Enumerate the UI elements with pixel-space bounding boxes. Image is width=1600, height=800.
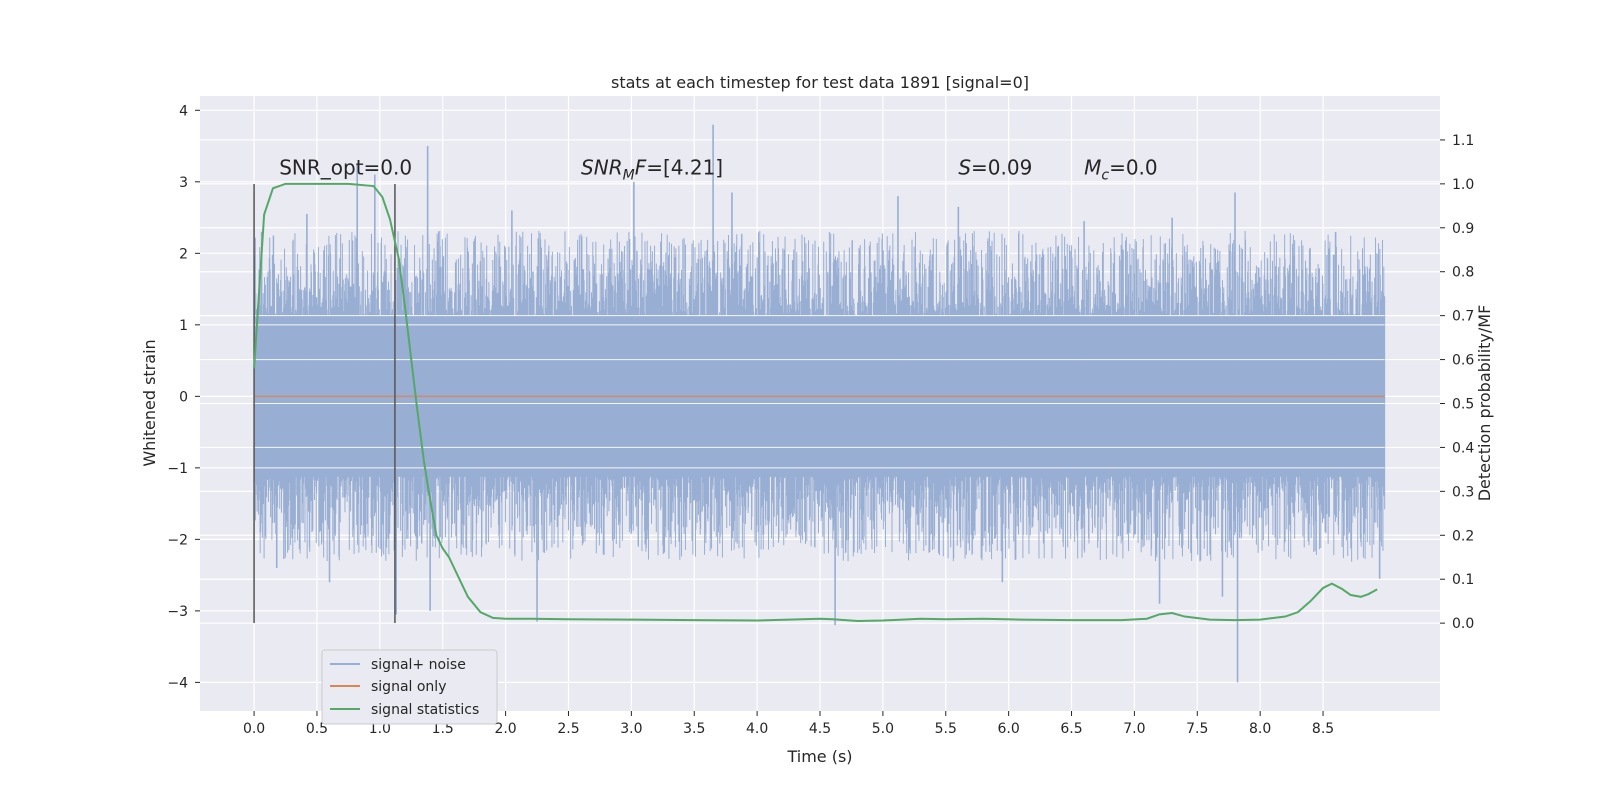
- x-tick-label: 2.0: [494, 721, 516, 737]
- x-axis-ticks: 0.0 0.5 1.0 1.5 2.0 2.5 3.0 3.5 4.0 4.5 5.0 5.5 6.0 6…: [243, 711, 1334, 737]
- x-tick-label: 4.5: [809, 721, 831, 737]
- annotation: Mc=0.0: [1084, 156, 1158, 184]
- y-axis-title-right: Detection probability/MF: [1475, 305, 1494, 502]
- y-tick-label-right: 1.0: [1452, 177, 1474, 193]
- legend-box: [321, 649, 498, 725]
- y-tick-label-right: 0.0: [1452, 616, 1474, 632]
- legend: signal+ noise signal only signal statist…: [321, 649, 498, 725]
- legend-label-noise: signal+ noise: [371, 657, 466, 673]
- y-tick-label: −3: [167, 604, 188, 620]
- annotations: SNR_opt=0.0 SNRMF=[4.21] S=0.09 Mc=0.0: [279, 156, 1157, 184]
- y-tick-label: −1: [167, 461, 188, 477]
- y-tick-label-right: 0.8: [1452, 265, 1474, 281]
- x-tick-label: 5.5: [935, 721, 957, 737]
- x-tick-label: 6.0: [998, 721, 1020, 737]
- y-tick-label: −4: [167, 675, 188, 691]
- x-tick-label: 8.0: [1249, 721, 1271, 737]
- y-tick-label-right: 0.5: [1452, 397, 1474, 413]
- y-tick-label-right: 0.2: [1452, 528, 1474, 544]
- y-tick-label-right: 0.6: [1452, 353, 1474, 369]
- legend-label-stats: signal statistics: [371, 702, 479, 718]
- statistics-series: [253, 182, 1378, 622]
- statistics-line: [253, 182, 1378, 622]
- y-axis-ticks-right: 0.0 0.1 0.2 0.3 0.4 0.5 0.6 0.7 0.8 0.9 1.0 1.1: [1440, 133, 1474, 632]
- x-tick-label: 1.5: [432, 721, 454, 737]
- x-tick-label: 0.0: [243, 721, 265, 737]
- y-tick-label: 0: [179, 389, 188, 405]
- y-tick-label-right: 0.9: [1452, 221, 1474, 237]
- x-tick-label: 6.5: [1060, 721, 1082, 737]
- legend-label-signal: signal only: [371, 679, 446, 695]
- y-tick-label: 4: [179, 103, 188, 119]
- x-tick-label: 0.5: [306, 721, 328, 737]
- y-tick-label: 3: [179, 175, 188, 191]
- x-tick-label: 3.0: [620, 721, 642, 737]
- vertical-markers: [253, 183, 396, 624]
- y-tick-label: −2: [167, 532, 188, 548]
- x-tick-label: 7.0: [1123, 721, 1145, 737]
- x-tick-label: 8.5: [1312, 721, 1334, 737]
- x-axis-title: Time (s): [786, 747, 852, 766]
- y-axis-title-left: Whitened strain: [140, 339, 159, 466]
- y-tick-label-right: 0.4: [1452, 440, 1474, 456]
- y-tick-label-right: 0.7: [1452, 309, 1474, 325]
- y-tick-label: 1: [179, 318, 188, 334]
- chart-title: stats at each timestep for test data 189…: [611, 73, 1029, 92]
- annotation: SNR_opt=0.0: [279, 156, 412, 180]
- y-tick-label-right: 0.3: [1452, 484, 1474, 500]
- annotation: SNRMF=[4.21]: [581, 156, 723, 184]
- y-tick-label-right: 1.1: [1452, 133, 1474, 149]
- y-tick-label-right: 0.1: [1452, 572, 1474, 588]
- annotation: S=0.09: [958, 156, 1032, 180]
- x-tick-label: 7.5: [1186, 721, 1208, 737]
- x-tick-label: 3.5: [683, 721, 705, 737]
- x-tick-label: 5.0: [872, 721, 894, 737]
- y-tick-label: 2: [179, 246, 188, 262]
- x-tick-label: 4.0: [746, 721, 768, 737]
- x-tick-label: 2.5: [557, 721, 579, 737]
- x-tick-label: 1.0: [369, 721, 391, 737]
- y-axis-ticks-left: −4 −3 −2 −1 0 1 2 3 4: [167, 103, 200, 691]
